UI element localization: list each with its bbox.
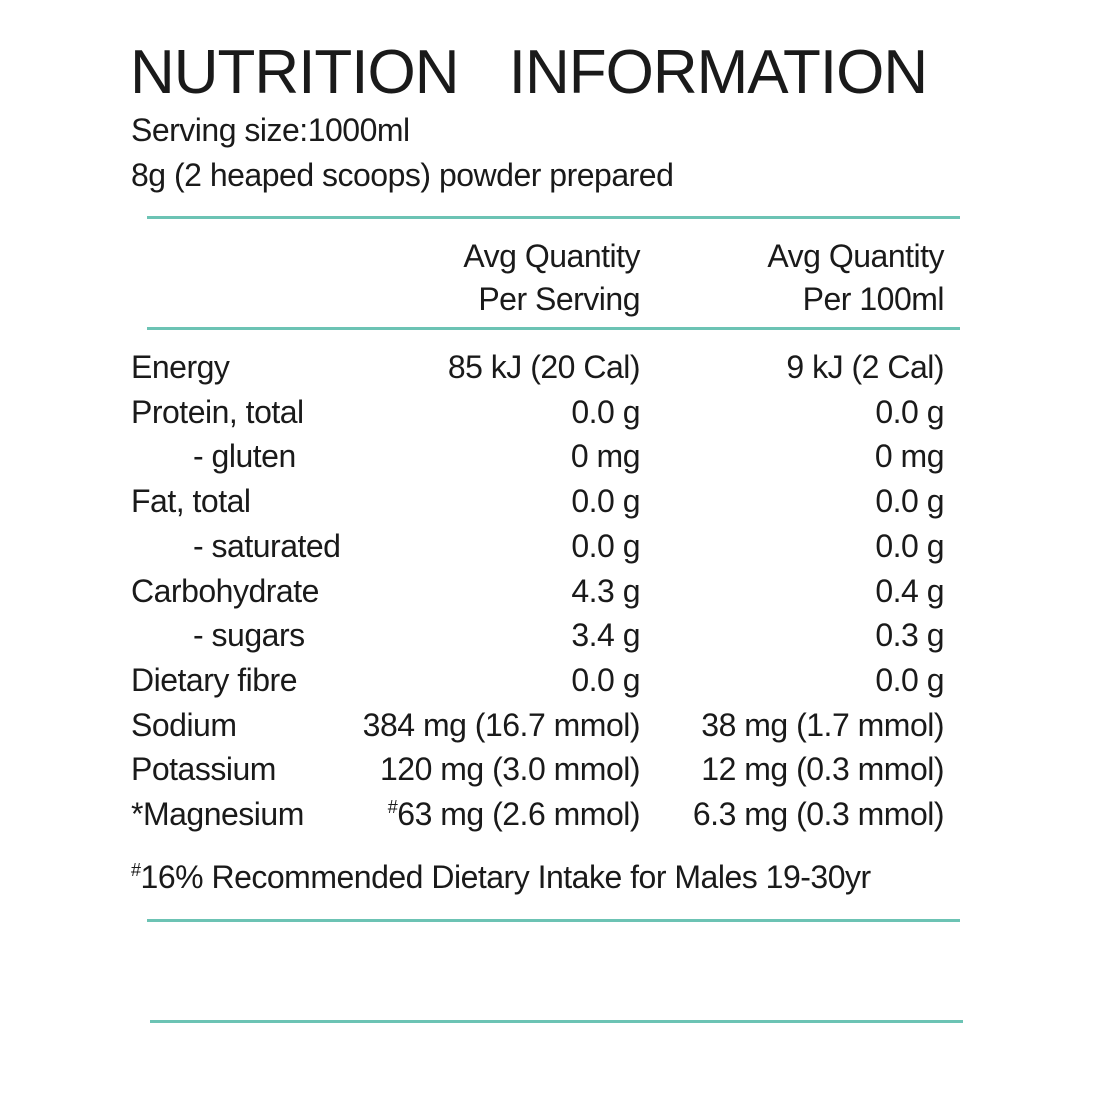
row-label: Fat, total [131,483,251,520]
row-value: 38 mg (1.7 mmol) [701,706,944,743]
footnote-marker: # [131,860,141,880]
column-header: Per 100ml [802,281,945,317]
preparation: 8g (2 heaped scoops) powder prepared [131,157,674,193]
divider [147,216,960,219]
column-header: Avg Quantity [767,238,944,274]
row-label: Potassium [131,751,276,788]
column-header: Per Serving [478,281,640,317]
row-value: 9 kJ (2 Cal) [786,349,944,385]
footnote-text: 16% Recommended Dietary Intake for Males… [140,859,872,895]
row-value: 0.0 g [875,393,944,430]
serving-size: Serving size:1000ml [131,112,410,148]
row-label: Carbohydrate [131,572,319,609]
row-label: Dietary fibre [131,661,298,698]
row-value: 0.0 g [571,527,640,564]
divider [150,1020,963,1023]
marker: # [387,797,398,817]
row-label: Sodium [131,706,237,743]
row-value: 0.0 g [875,527,944,564]
row-value: 0.0 g [571,661,640,698]
row-label: *Magnesium [131,796,304,832]
footnote: #16% Recommended Dietary Intake for Male… [131,861,871,893]
row-label: - saturated [193,527,341,564]
row-value: 0.0 g [571,393,640,430]
row-value: 12 mg (0.3 mmol) [701,751,944,788]
row-value: 0.0 g [571,483,640,520]
column-header: Avg Quantity [463,238,640,274]
divider [147,919,960,922]
row-value: 0.0 g [875,661,944,698]
row-value: 384 mg (16.7 mmol) [362,706,641,743]
row-label: Energy [131,349,230,385]
row-value: #63 mg (2.6 mmol) [387,796,641,832]
title: NUTRITION INFORMATION [130,38,928,107]
row-value: 4.3 g [571,572,640,609]
row-label: - gluten [193,438,296,475]
row-label: - sugars [193,617,305,654]
row-value: 6.3 mg (0.3 mmol) [692,796,945,832]
row-value: 120 mg (3.0 mmol) [379,751,641,788]
row-label: Protein, total [131,393,304,430]
row-value: 85 kJ (20 Cal) [447,349,641,385]
row-value: 0 mg [570,438,641,475]
row-value: 0.3 g [875,617,944,654]
divider [147,327,960,330]
cell-text: 63 mg (2.6 mmol) [397,796,640,832]
row-value: 3.4 g [571,617,640,654]
row-value: 0.4 g [875,572,944,609]
row-value: 0.0 g [875,483,944,520]
row-value: 0 mg [874,438,945,475]
